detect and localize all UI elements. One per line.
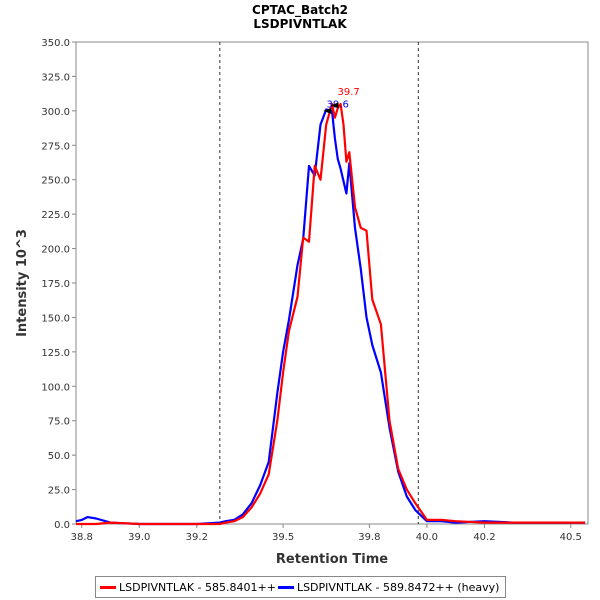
peak-arrow-marker xyxy=(323,107,332,114)
x-tick-label: 39.5 xyxy=(272,532,294,543)
y-tick-label: 225.0 xyxy=(41,210,70,221)
x-tick-label: 39.2 xyxy=(186,532,208,543)
y-tick-label: 200.0 xyxy=(41,245,70,256)
x-tick-label: 39.0 xyxy=(128,532,150,543)
x-tick-label: 40.2 xyxy=(473,532,495,543)
legend-item-heavy: LSDPIVNTLAK - 589.8472++ (heavy) xyxy=(277,580,500,594)
y-axis: 0.0 25.0 50.0 75.0 100.0 125.0 150.0 175.0 200.0… xyxy=(41,38,76,531)
legend-label-heavy: LSDPIVNTLAK - 589.8472++ (heavy) xyxy=(296,580,500,594)
y-axis-title: Intensity 10^3 xyxy=(15,229,30,337)
legend-swatch-red xyxy=(100,585,116,589)
x-tick-label: 38.8 xyxy=(71,532,93,543)
y-tick-label: 300.0 xyxy=(41,107,70,118)
peak-label-light: 39.7 xyxy=(338,87,360,98)
integration-boundaries xyxy=(219,42,419,524)
x-axis-title: Retention Time xyxy=(276,552,388,567)
y-tick-label: 275.0 xyxy=(41,141,70,152)
y-tick-label: 50.0 xyxy=(48,451,70,462)
y-tick-label: 0.0 xyxy=(54,520,70,531)
y-tick-label: 250.0 xyxy=(41,176,70,187)
legend-item-light: LSDPIVNTLAK - 585.8401++ xyxy=(100,581,276,594)
y-tick-label: 25.0 xyxy=(48,486,70,497)
series-line-light xyxy=(76,102,586,526)
peak-labels: 39.739.6 xyxy=(323,87,360,114)
legend: LSDPIVNTLAK - 585.8401++ LSDPIVNTLAK - 5… xyxy=(95,576,507,598)
chart-subtitle: LSDPIVNTLAK xyxy=(253,17,347,31)
y-tick-label: 75.0 xyxy=(48,417,70,428)
series-layer xyxy=(75,102,586,526)
x-tick-label: 40.0 xyxy=(416,532,438,543)
peak-arrow-marker xyxy=(330,102,339,109)
legend-label-light: LSDPIVNTLAK - 585.8401++ xyxy=(119,580,276,594)
x-tick-label: 40.5 xyxy=(560,532,582,543)
plot-area xyxy=(75,41,589,525)
y-tick-label: 175.0 xyxy=(41,279,70,290)
y-tick-label: 150.0 xyxy=(41,313,70,324)
y-tick-label: 100.0 xyxy=(41,382,70,393)
y-tick-label: 125.0 xyxy=(41,348,70,359)
x-tick-label: 39.8 xyxy=(358,532,380,543)
y-tick-label: 350.0 xyxy=(41,38,70,49)
legend-swatch-blue xyxy=(277,585,294,589)
y-tick-label: 325.0 xyxy=(41,72,70,83)
chart-title: CPTAC_Batch2 xyxy=(252,3,348,18)
